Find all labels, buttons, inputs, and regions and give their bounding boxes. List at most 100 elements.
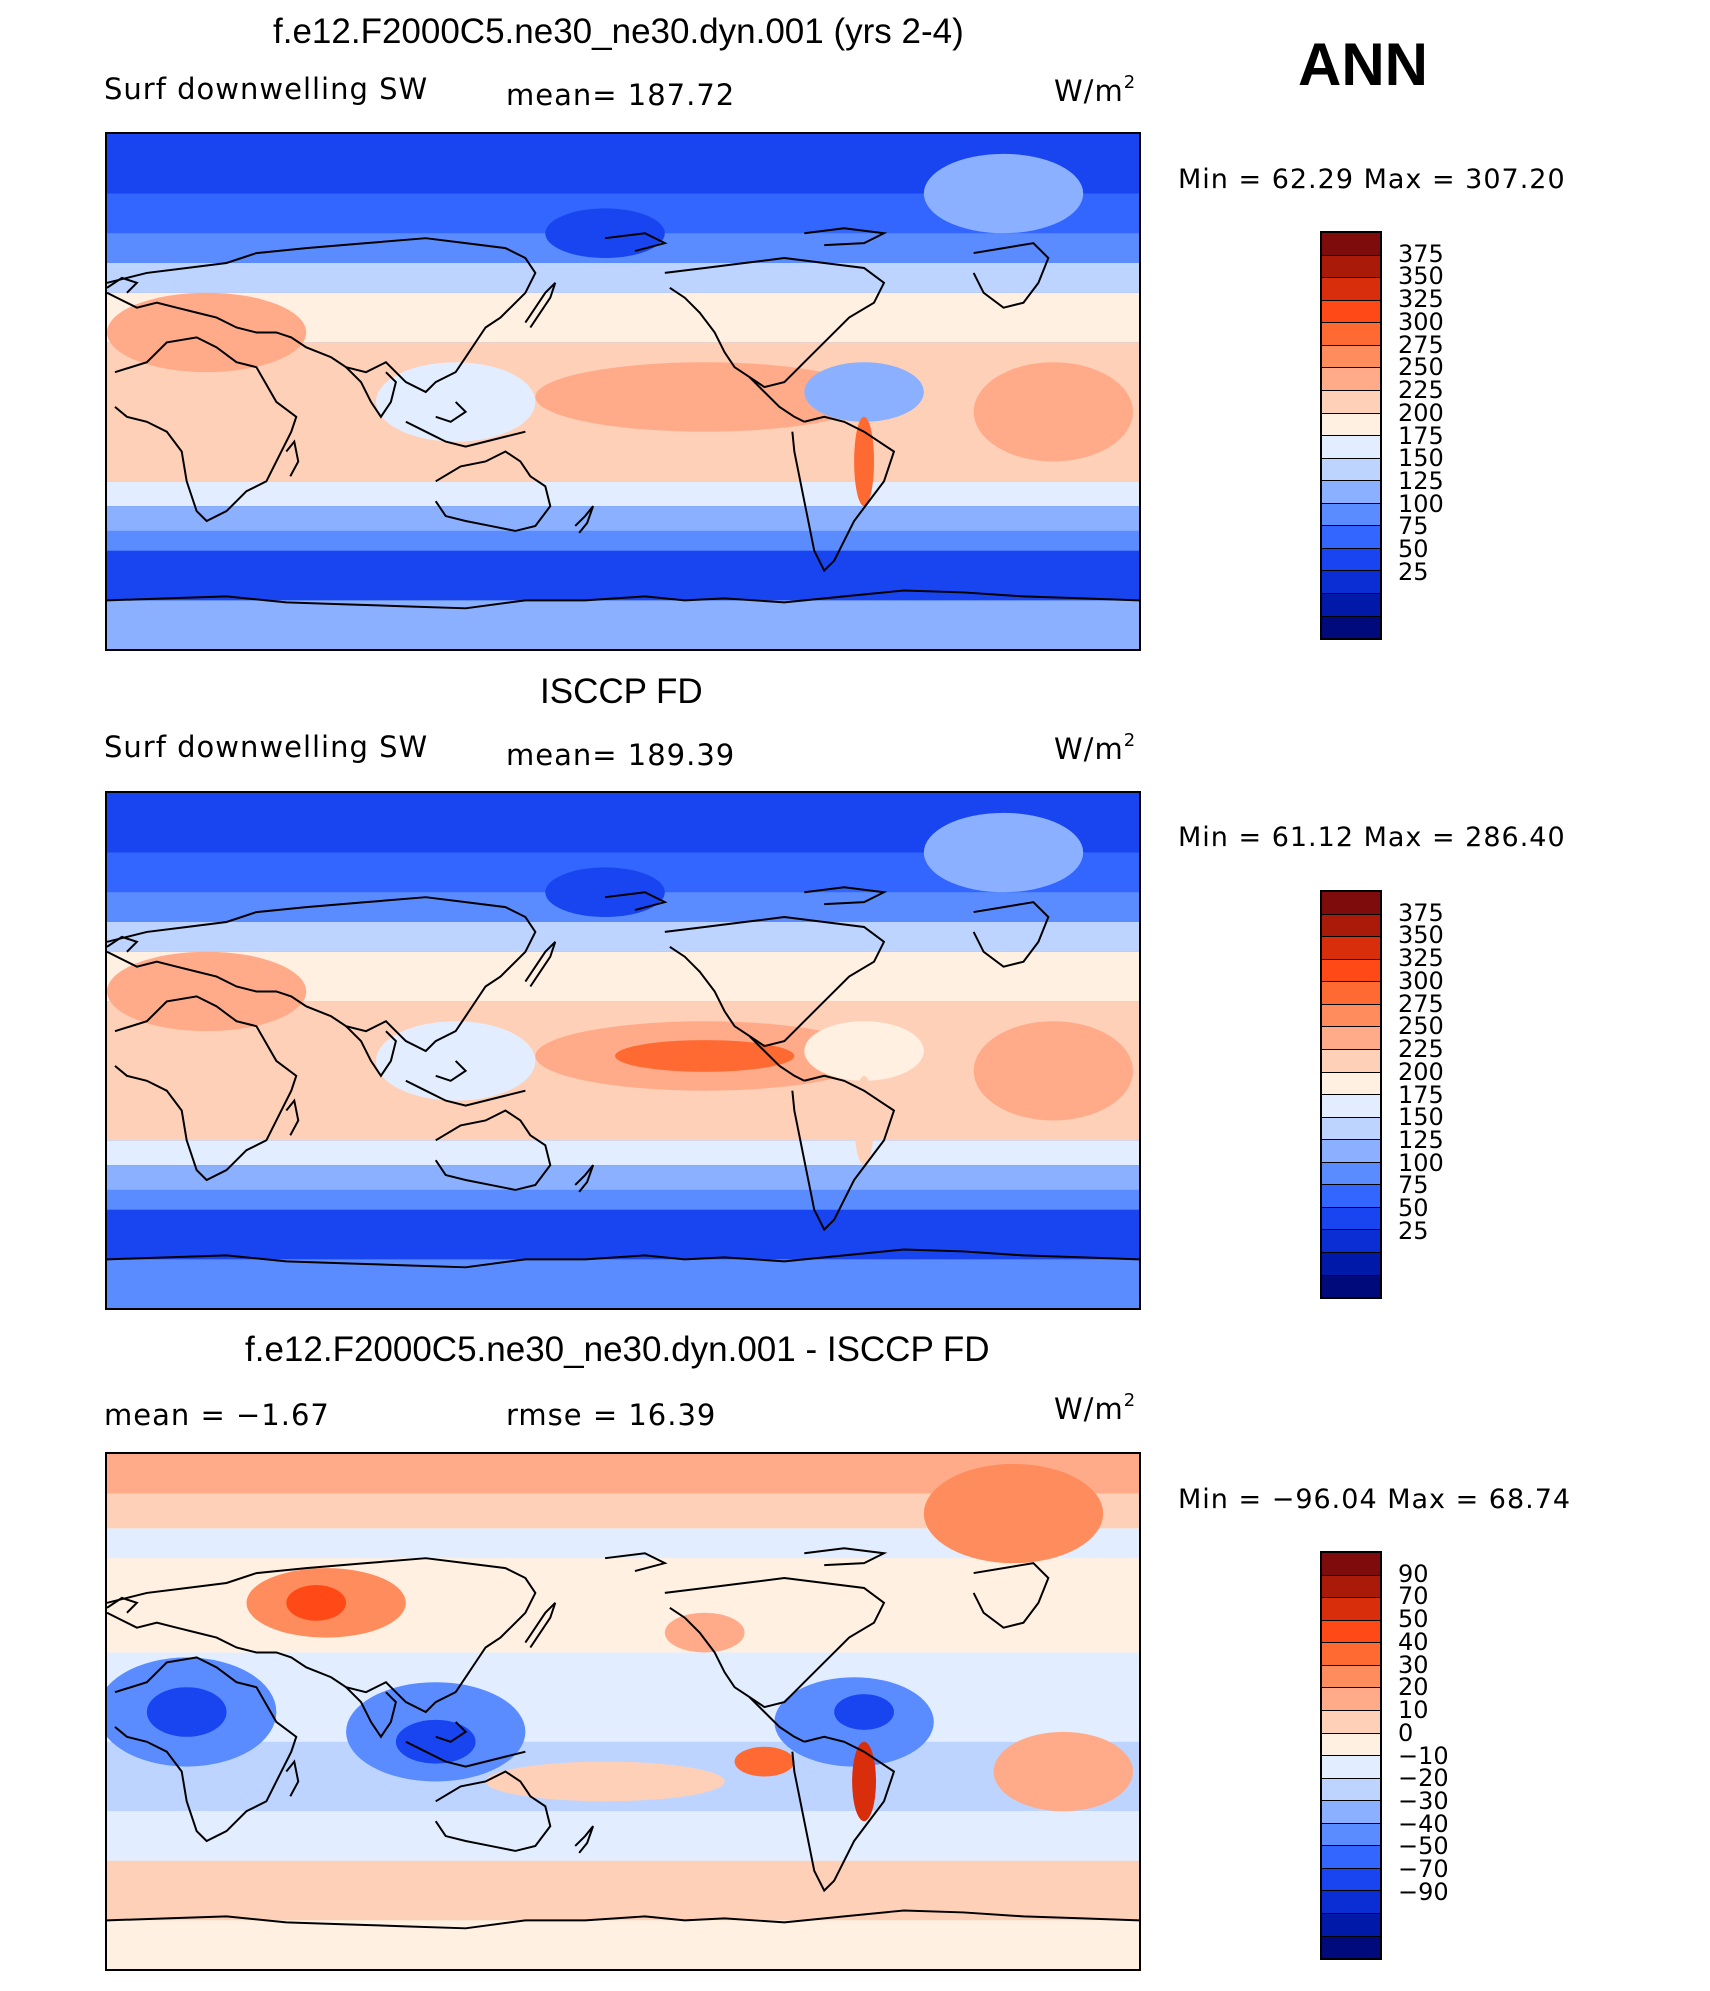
panel3-minmax: Min = −96.04 Max = 68.74 bbox=[1178, 1484, 1572, 1515]
contour-band bbox=[107, 1652, 1139, 1742]
coastline bbox=[604, 1552, 668, 1573]
coastline bbox=[804, 886, 888, 906]
panel2-units: W/m2 bbox=[1054, 730, 1137, 766]
colorbar-segment bbox=[1322, 616, 1380, 639]
colorbar-tick-label: 50 bbox=[1398, 1605, 1429, 1634]
colorbar-segment bbox=[1322, 503, 1380, 527]
map-plot bbox=[107, 134, 1139, 649]
colorbar-segment bbox=[1322, 1117, 1380, 1141]
colorbar-segment bbox=[1322, 1207, 1380, 1231]
colorbar-tick-label: 90 bbox=[1398, 1559, 1429, 1588]
colorbar-tick-label: 70 bbox=[1398, 1582, 1429, 1611]
colorbar-segment bbox=[1322, 937, 1380, 960]
contour-blob bbox=[286, 1584, 347, 1621]
contour-blob bbox=[923, 812, 1084, 893]
colorbar-segment bbox=[1322, 1004, 1380, 1028]
panel3-title: f.e12.F2000C5.ne30_ne30.dyn.001 - ISCCP … bbox=[245, 1330, 990, 1369]
map-plot bbox=[107, 793, 1139, 1308]
coastline bbox=[345, 1025, 397, 1078]
colorbar-segment bbox=[1322, 571, 1380, 594]
contour-band bbox=[107, 1920, 1139, 1969]
colorbar-segment bbox=[1322, 1230, 1380, 1253]
contour-blob bbox=[545, 208, 665, 259]
colorbar-segment bbox=[1322, 1140, 1380, 1163]
colorbar-tick-label: −70 bbox=[1398, 1855, 1449, 1884]
colorbar-segment bbox=[1322, 959, 1380, 983]
coastline bbox=[604, 891, 668, 912]
coastline bbox=[804, 1547, 888, 1567]
colorbar-segment bbox=[1322, 1072, 1380, 1096]
colorbar-segment bbox=[1322, 481, 1380, 504]
panel1-variable-label: Surf downwelling SW bbox=[104, 72, 429, 106]
coastline bbox=[107, 589, 1139, 610]
colorbar-segment bbox=[1322, 1027, 1380, 1050]
contour-band bbox=[107, 1259, 1139, 1308]
coastline bbox=[405, 1740, 526, 1768]
colorbar-tick-label: 325 bbox=[1398, 944, 1444, 973]
colorbar-segment bbox=[1322, 1823, 1380, 1847]
colorbar-segment bbox=[1322, 1778, 1380, 1802]
coastline bbox=[972, 901, 1050, 968]
contour-blob bbox=[146, 1687, 227, 1737]
colorbar-tick-label: 50 bbox=[1398, 535, 1429, 564]
colorbar-tick-label: 275 bbox=[1398, 330, 1444, 359]
colorbar-tick-label: 0 bbox=[1398, 1718, 1414, 1747]
colorbar-segment bbox=[1322, 594, 1380, 617]
colorbar-segment bbox=[1322, 1846, 1380, 1869]
coastline bbox=[434, 1109, 552, 1191]
colorbar-segment bbox=[1322, 892, 1380, 915]
map-plot bbox=[107, 1454, 1139, 1969]
colorbar-segment bbox=[1322, 1553, 1380, 1576]
colorbar-segment bbox=[1322, 1868, 1380, 1892]
colorbar-tick-label: 375 bbox=[1398, 239, 1444, 268]
contour-band bbox=[107, 1140, 1139, 1166]
coastline bbox=[748, 376, 805, 423]
colorbar-segment bbox=[1322, 526, 1380, 549]
coastline bbox=[405, 420, 526, 448]
colorbar-segment bbox=[1322, 1185, 1380, 1208]
colorbar-segment bbox=[1322, 1275, 1380, 1298]
panel3-mean-label: mean = −1.67 bbox=[104, 1398, 330, 1432]
colorbar-tick-label: 100 bbox=[1398, 1148, 1444, 1177]
colorbar-tick-label: 225 bbox=[1398, 376, 1444, 405]
coastline bbox=[791, 1735, 896, 1893]
coastline bbox=[664, 257, 886, 389]
colorbar-tick-label: 125 bbox=[1398, 1125, 1444, 1154]
colorbar-segment bbox=[1322, 1710, 1380, 1734]
coastline bbox=[574, 1825, 595, 1854]
colorbar-tick-label: 275 bbox=[1398, 989, 1444, 1018]
panel3-map bbox=[105, 1452, 1141, 1971]
colorbar-tick-label: 20 bbox=[1398, 1673, 1429, 1702]
panel2-mean-label: mean= 189.39 bbox=[506, 738, 736, 772]
colorbar-segment bbox=[1322, 323, 1380, 346]
colorbar-segment bbox=[1322, 1688, 1380, 1711]
coastline bbox=[345, 366, 397, 419]
colorbar-segment bbox=[1322, 1095, 1380, 1118]
coastline bbox=[405, 1079, 526, 1107]
colorbar-segment bbox=[1322, 233, 1380, 256]
coastline bbox=[604, 232, 668, 253]
coastline bbox=[107, 935, 139, 953]
colorbar-tick-label: 175 bbox=[1398, 1080, 1444, 1109]
contour-blob bbox=[854, 1075, 875, 1166]
colorbar-segment bbox=[1322, 1620, 1380, 1644]
panel1-mean-label: mean= 187.72 bbox=[506, 78, 736, 112]
contour-band bbox=[107, 1860, 1139, 1921]
colorbar-tick-label: 50 bbox=[1398, 1194, 1429, 1223]
contour-blob bbox=[615, 381, 795, 413]
coastline bbox=[114, 336, 298, 523]
coastline bbox=[107, 1557, 537, 1714]
contour-band bbox=[107, 481, 1139, 507]
colorbar-tick-label: 150 bbox=[1398, 444, 1444, 473]
colorbar-tick-label: 325 bbox=[1398, 285, 1444, 314]
colorbar-segment bbox=[1322, 1914, 1380, 1937]
panel1-title: f.e12.F2000C5.ne30_ne30.dyn.001 (yrs 2-4… bbox=[273, 12, 964, 51]
coastline bbox=[664, 916, 886, 1048]
coastline bbox=[107, 237, 537, 394]
colorbar-tick-label: 125 bbox=[1398, 466, 1444, 495]
coastline bbox=[524, 282, 557, 329]
coastline bbox=[748, 1696, 805, 1743]
coastline bbox=[804, 227, 888, 247]
colorbar-tick-label: 10 bbox=[1398, 1696, 1429, 1725]
colorbar-segment bbox=[1322, 390, 1380, 414]
